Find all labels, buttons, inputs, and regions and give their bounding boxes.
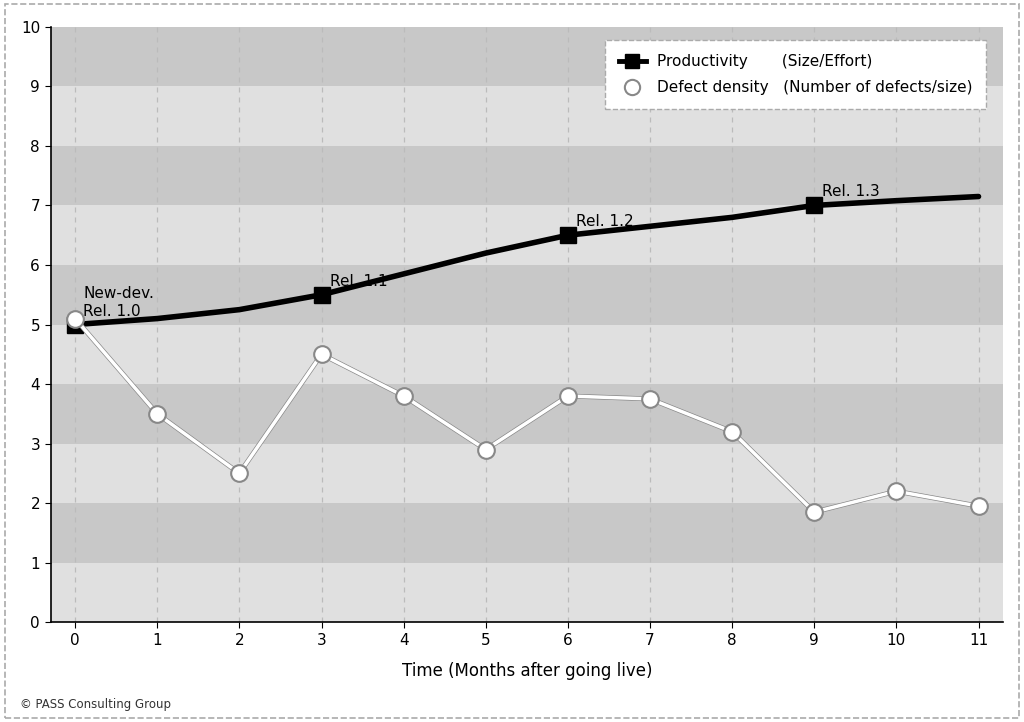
Bar bbox=[50, 206, 1004, 265]
Text: Rel. 1.1: Rel. 1.1 bbox=[330, 274, 387, 289]
Bar bbox=[50, 324, 1004, 384]
Text: © PASS Consulting Group: © PASS Consulting Group bbox=[20, 698, 171, 711]
Text: Rel. 1.2: Rel. 1.2 bbox=[577, 214, 634, 230]
Bar bbox=[50, 503, 1004, 562]
Legend: Productivity       (Size/Effort), Defect density   (Number of defects/size): Productivity (Size/Effort), Defect densi… bbox=[605, 40, 986, 108]
Text: New-dev.
Rel. 1.0: New-dev. Rel. 1.0 bbox=[83, 286, 155, 318]
Text: Rel. 1.3: Rel. 1.3 bbox=[822, 185, 881, 199]
Bar bbox=[50, 87, 1004, 146]
Bar bbox=[50, 265, 1004, 324]
Bar bbox=[50, 384, 1004, 443]
Bar bbox=[50, 562, 1004, 622]
X-axis label: Time (Months after going live): Time (Months after going live) bbox=[401, 661, 652, 679]
Bar bbox=[50, 146, 1004, 206]
Bar bbox=[50, 443, 1004, 503]
Bar bbox=[50, 27, 1004, 87]
